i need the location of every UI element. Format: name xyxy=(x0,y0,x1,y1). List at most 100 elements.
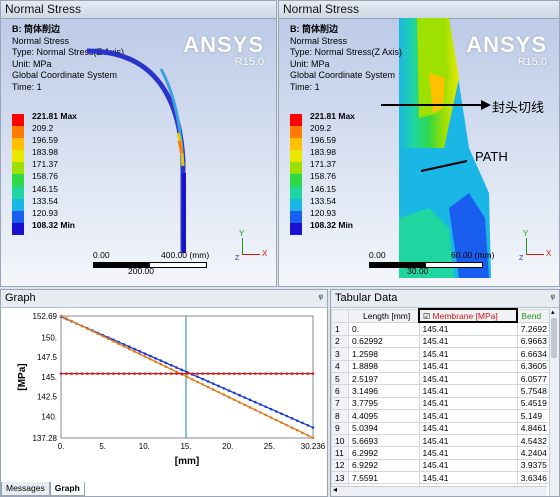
table-row[interactable]: 8 4.4095 145.41 5.149 xyxy=(331,409,558,423)
table-row[interactable]: 2 0.62992 145.41 6.9663 xyxy=(331,334,558,349)
table-row[interactable]: 10 5.6693 145.41 4.5432 xyxy=(331,433,558,448)
pin-icon[interactable]: ᵠ xyxy=(550,293,555,304)
series-point xyxy=(306,372,310,375)
series-point xyxy=(301,431,304,435)
series-point xyxy=(280,372,283,375)
series-point xyxy=(211,382,215,385)
series-point xyxy=(180,368,184,372)
table-row[interactable]: 4 1.8898 145.41 6.3605 xyxy=(331,359,558,373)
tangent-line-label: 封头切线 xyxy=(492,100,545,115)
series-point xyxy=(238,393,241,397)
header-membrane[interactable]: ☑ Membrane [MPa] xyxy=(417,307,519,324)
series-point xyxy=(248,406,252,409)
scroll-thumb[interactable] xyxy=(551,318,557,358)
length-cell: 0.62992 xyxy=(348,334,420,349)
series-point xyxy=(238,400,241,404)
length-cell: 5.0394 xyxy=(348,421,420,435)
series-point xyxy=(127,345,131,349)
table-row[interactable]: 6 3.1496 145.41 5.7548 xyxy=(331,384,558,398)
table-row[interactable]: 5 2.5197 145.41 6.0577 xyxy=(331,371,558,386)
series-point xyxy=(227,389,231,392)
table-row[interactable]: 7 3.7795 145.41 5.4519 xyxy=(331,396,558,411)
table-row[interactable]: 3 1.2598 145.41 6.6634 xyxy=(331,347,558,361)
series-point xyxy=(253,408,257,412)
row-index: 9 xyxy=(331,421,349,435)
series-point xyxy=(206,372,210,375)
series-point xyxy=(274,372,278,375)
membrane-cell: 145.41 xyxy=(418,409,518,423)
series-point xyxy=(306,434,310,437)
series-point xyxy=(106,337,110,341)
tabular-data-panel[interactable]: Tabular Data ᵠ Length [mm] ☑ Membrane [MP… xyxy=(330,289,560,497)
series-point xyxy=(232,391,236,395)
series-point xyxy=(222,386,226,390)
series-point xyxy=(227,372,231,375)
row-index: 5 xyxy=(331,371,349,386)
series-point xyxy=(154,360,157,363)
series-point xyxy=(211,388,215,391)
table-row[interactable]: 13 7.5591 145.41 3.6346 xyxy=(331,471,558,485)
series-point xyxy=(164,365,168,369)
y-tick-label: 145. xyxy=(41,373,57,382)
table-row[interactable]: 9 5.0394 145.41 4.8461 xyxy=(331,421,558,435)
series-point xyxy=(306,423,310,427)
series-point xyxy=(59,372,63,375)
row-index: 7 xyxy=(331,396,349,411)
series-point xyxy=(253,372,257,375)
right-axis-triad: Y X Z xyxy=(519,229,552,262)
x-tick-label: 25. xyxy=(264,442,275,451)
graph-title: Graph ᵠ xyxy=(1,290,327,308)
left-viewport[interactable]: Normal Stress B: 筒体削边 Normal Stress Type… xyxy=(0,0,277,287)
row-index: 2 xyxy=(331,334,349,349)
right-viewport[interactable]: Normal Stress B: 筒体削边 Normal Stress Type… xyxy=(278,0,560,287)
membrane-cell: 145.41 xyxy=(418,359,518,373)
membrane-cell: 145.41 xyxy=(418,371,518,386)
header-length[interactable]: Length [mm] xyxy=(348,308,420,323)
series-point xyxy=(185,375,189,379)
series-point xyxy=(206,385,210,389)
right-view-info: B: 筒体削边 Normal Stress Type: Normal Stres… xyxy=(290,24,403,92)
series-point xyxy=(243,396,247,399)
ansys-logo: ANSYS R15.0 xyxy=(466,32,547,69)
table-row[interactable]: 12 6.9292 145.41 3.9375 xyxy=(331,458,558,473)
result-name: B: 筒体削边 xyxy=(12,24,60,34)
row-index: 1 xyxy=(331,321,349,336)
x-axis-label: [mm] xyxy=(175,456,199,467)
series-point xyxy=(80,372,84,375)
vertical-scrollbar[interactable]: ▴ xyxy=(549,308,559,496)
series-point xyxy=(227,395,231,399)
scroll-left-icon[interactable]: ◂ xyxy=(333,485,338,494)
result-type: Normal Stress xyxy=(12,35,70,46)
y-tick-label: 142.5 xyxy=(37,393,58,402)
series-point xyxy=(274,410,278,413)
series-point xyxy=(112,340,115,343)
series-point xyxy=(164,372,168,375)
header-bend[interactable]: Bend xyxy=(516,308,558,323)
x-tick-label: 0. xyxy=(58,442,65,451)
series-point xyxy=(311,372,315,375)
tab-graph[interactable]: Graph xyxy=(49,482,85,496)
series-point xyxy=(311,436,315,440)
series-point xyxy=(154,356,157,360)
series-point xyxy=(148,372,152,375)
graph-panel[interactable]: Graph ᵠ 152.69 150. 147.5 145. 142.5 140. 137.2… xyxy=(0,289,328,497)
series-point xyxy=(127,347,131,351)
series-point xyxy=(196,375,199,379)
series-point xyxy=(148,357,152,361)
series-point xyxy=(169,367,173,371)
series-point xyxy=(148,354,152,358)
x-tick-label: 30.236 xyxy=(301,442,326,451)
row-index: 6 xyxy=(331,384,349,398)
result-time: Time: 1 xyxy=(12,81,42,92)
pin-icon[interactable]: ᵠ xyxy=(318,293,323,304)
series-point xyxy=(143,352,147,355)
checkbox-icon[interactable]: ☑ xyxy=(423,311,431,321)
horizontal-scrollbar[interactable]: ◂ xyxy=(331,485,547,496)
x-tick-label: 10. xyxy=(139,442,150,451)
series-point xyxy=(243,372,247,375)
tab-messages[interactable]: Messages xyxy=(1,482,50,496)
series-point xyxy=(117,372,121,375)
table-row[interactable]: 1 0. 145.41 7.2692 xyxy=(331,321,558,336)
scroll-up-icon[interactable]: ▴ xyxy=(551,309,555,316)
table-row[interactable]: 11 6.2992 145.41 4.2404 xyxy=(331,446,558,460)
